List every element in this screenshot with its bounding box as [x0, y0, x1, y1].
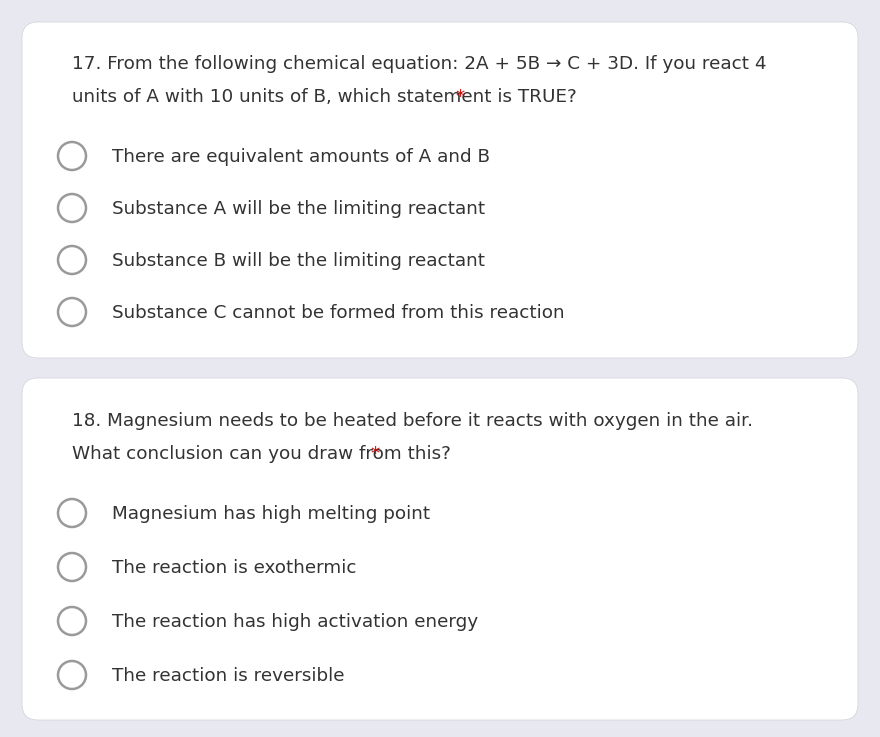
FancyBboxPatch shape: [22, 22, 858, 358]
Text: The reaction is reversible: The reaction is reversible: [112, 667, 344, 685]
Text: *: *: [370, 445, 379, 463]
Circle shape: [58, 142, 86, 170]
Text: *: *: [455, 88, 465, 106]
Text: Substance B will be the limiting reactant: Substance B will be the limiting reactan…: [112, 252, 485, 270]
Text: 18. Magnesium needs to be heated before it reacts with oxygen in the air.: 18. Magnesium needs to be heated before …: [72, 412, 753, 430]
Text: Substance C cannot be formed from this reaction: Substance C cannot be formed from this r…: [112, 304, 565, 322]
Text: units of A with 10 units of B, which statement is TRUE?: units of A with 10 units of B, which sta…: [72, 88, 576, 106]
Text: What conclusion can you draw from this?: What conclusion can you draw from this?: [72, 445, 451, 463]
Circle shape: [58, 661, 86, 689]
Circle shape: [58, 607, 86, 635]
Circle shape: [58, 246, 86, 274]
Text: Substance A will be the limiting reactant: Substance A will be the limiting reactan…: [112, 200, 485, 218]
Text: Magnesium has high melting point: Magnesium has high melting point: [112, 505, 430, 523]
Circle shape: [58, 553, 86, 581]
Text: The reaction has high activation energy: The reaction has high activation energy: [112, 613, 478, 631]
Circle shape: [58, 298, 86, 326]
Circle shape: [58, 194, 86, 222]
FancyBboxPatch shape: [22, 378, 858, 720]
Text: There are equivalent amounts of A and B: There are equivalent amounts of A and B: [112, 148, 490, 166]
Text: The reaction is exothermic: The reaction is exothermic: [112, 559, 356, 577]
Text: 17. From the following chemical equation: 2A + 5B → C + 3D. If you react 4: 17. From the following chemical equation…: [72, 55, 766, 73]
Circle shape: [58, 499, 86, 527]
